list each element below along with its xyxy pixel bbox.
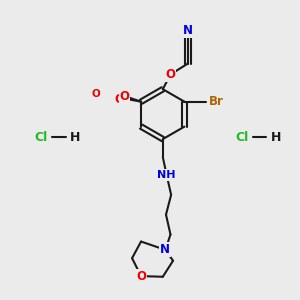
Text: O: O	[136, 270, 146, 283]
Text: N: N	[183, 24, 193, 37]
Text: NH: NH	[158, 170, 176, 180]
Text: Cl: Cl	[236, 131, 249, 144]
Text: N: N	[160, 243, 170, 256]
Text: O: O	[114, 93, 124, 106]
Text: O: O	[119, 90, 130, 103]
Text: N: N	[160, 243, 170, 256]
Text: H: H	[271, 131, 281, 144]
Text: Cl: Cl	[34, 131, 48, 144]
Text: H: H	[70, 131, 80, 144]
Text: O: O	[92, 89, 100, 99]
Text: O: O	[166, 68, 176, 81]
Text: Br: Br	[209, 95, 224, 108]
